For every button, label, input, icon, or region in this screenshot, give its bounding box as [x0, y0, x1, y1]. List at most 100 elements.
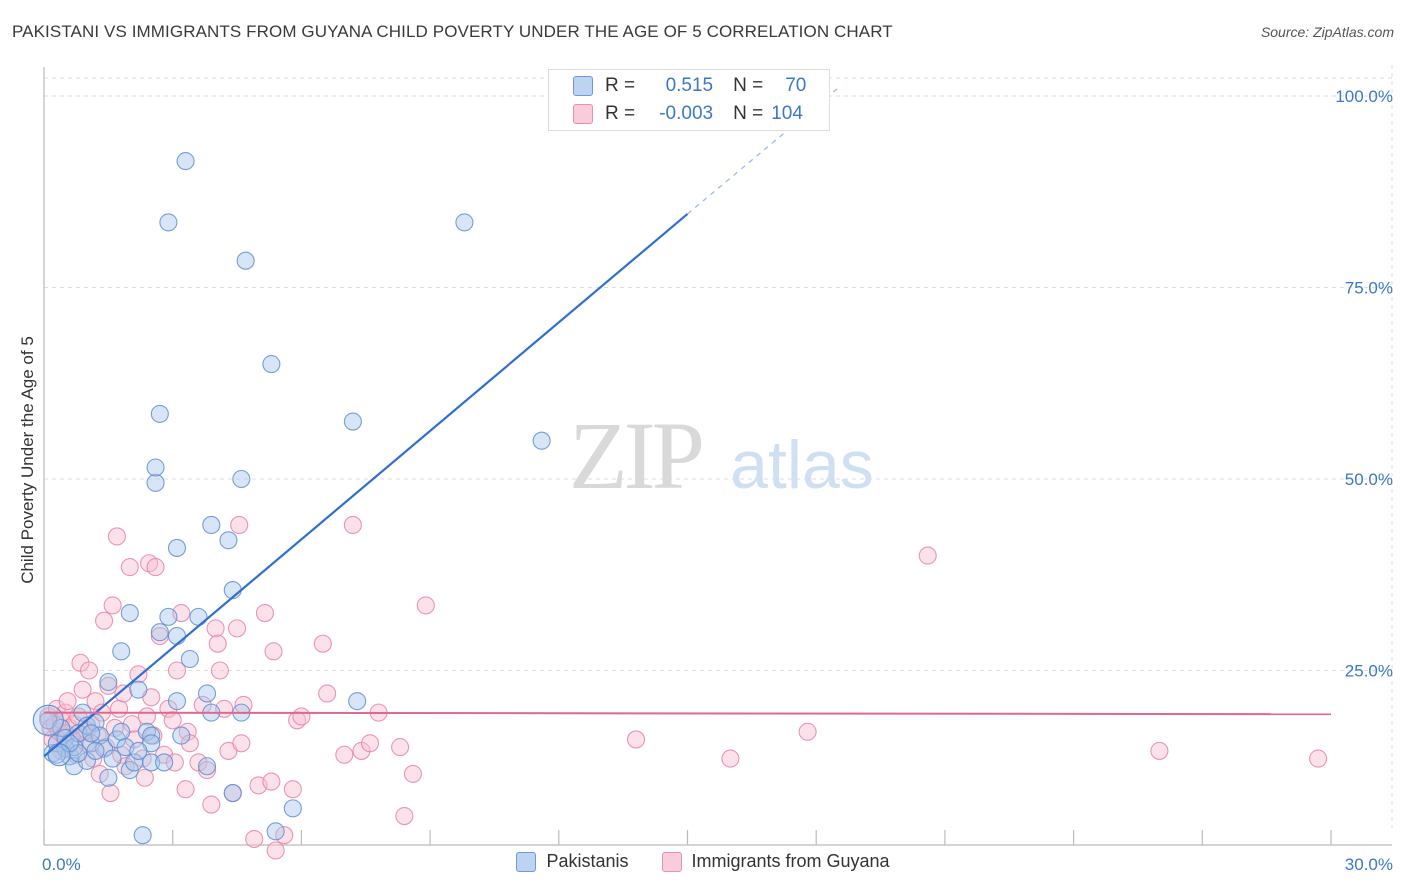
pakistani-points	[32, 152, 551, 845]
x-tick-label-max: 30.0%	[1345, 855, 1393, 874]
correlation-row-pakistanis: R = 0.515 N = 70	[573, 73, 806, 99]
pakistani-point	[202, 515, 221, 535]
guyana-point	[391, 738, 410, 757]
pakistani-point	[167, 692, 187, 711]
chart-title: PAKISTANI VS IMMIGRANTS FROM GUYANA CHIL…	[12, 22, 893, 41]
pakistani-point	[99, 672, 118, 692]
pakistani-point	[180, 649, 199, 669]
pakistani-trend-line	[43, 213, 689, 758]
legend-swatch-pakistanis	[516, 851, 537, 872]
pakistani-point	[343, 412, 362, 431]
legend-item-guyana: Immigrants from Guyana	[661, 851, 890, 872]
watermark-atlas: atlas	[730, 427, 874, 503]
guyana-point	[176, 780, 195, 799]
guyana-point	[918, 546, 937, 565]
legend-label-pakistanis: Pakistanis	[546, 851, 629, 871]
guyana-point	[73, 680, 92, 699]
y-axis-label: Child Poverty Under the Age of 5	[18, 336, 37, 584]
y-tick-label: 25.0%	[1345, 662, 1393, 681]
pakistani-point	[150, 404, 169, 423]
guyana-point	[313, 634, 332, 653]
guyana-trend-line	[43, 711, 1332, 716]
guyana-point	[275, 826, 294, 845]
guyana-point	[206, 619, 225, 638]
guyana-point	[360, 734, 380, 753]
n-label: N =	[733, 75, 764, 96]
guyana-point	[721, 749, 740, 768]
guyana-point	[135, 768, 154, 787]
y-tick-label: 100.0%	[1335, 87, 1393, 106]
pakistani-point	[133, 826, 152, 845]
guyana-point	[626, 730, 646, 749]
guyana-point	[798, 722, 817, 741]
legend-swatch-guyana	[661, 851, 682, 872]
r-value: 0.515	[665, 75, 714, 96]
axes	[43, 67, 1392, 846]
pakistani-point	[236, 251, 255, 270]
r-value: -0.003	[659, 103, 714, 124]
guyana-point	[262, 772, 281, 791]
guyana-point	[167, 661, 187, 680]
r-label: R =	[605, 75, 636, 96]
pakistani-point	[219, 531, 238, 550]
pakistani-point	[167, 626, 187, 646]
guyana-point	[416, 596, 435, 615]
guyana-point	[107, 527, 126, 546]
correlation-row-guyana: R = -0.003 N = 104	[573, 101, 803, 127]
guyana-point	[129, 665, 148, 684]
guyana-point	[292, 707, 311, 726]
guyana-point	[245, 829, 264, 849]
legend-label-guyana: Immigrants from Guyana	[691, 851, 890, 871]
legend-item-pakistanis: Pakistanis	[516, 851, 628, 872]
guyana-point	[58, 692, 77, 711]
guyana-points	[39, 515, 1328, 860]
guyana-point	[232, 734, 251, 753]
pakistani-point	[232, 469, 251, 489]
series-legend: Pakistanis Immigrants from Guyana	[0, 851, 1406, 877]
pakistani-point	[99, 768, 118, 787]
correlation-legend: R = 0.515 N = 70 R = -0.003 N = 104	[548, 69, 830, 131]
guyana-point	[114, 684, 133, 703]
y-axis-label-wrap: Child Poverty Under the Age of 5	[16, 250, 40, 670]
guyana-point	[335, 745, 354, 764]
guyana-point	[255, 603, 274, 623]
pakistani-point	[159, 213, 178, 232]
guyana-point	[163, 711, 182, 730]
guyana-point	[101, 784, 120, 803]
pakistani-point	[266, 822, 285, 841]
guyana-point	[228, 619, 247, 638]
watermark: ZIP atlas	[569, 402, 874, 509]
guyana-point	[95, 611, 114, 630]
pakistani-point	[150, 623, 169, 642]
pakistani-point	[112, 722, 131, 741]
pakistani-point	[112, 642, 131, 661]
x-tick-label-min: 0.0%	[42, 855, 81, 874]
guyana-point	[395, 806, 414, 826]
source-credit: Source: ZipAtlas.com	[1260, 24, 1394, 40]
pakistani-point	[197, 757, 217, 776]
pakistani-point	[129, 680, 148, 699]
guyana-point	[1309, 749, 1328, 768]
pakistani-point	[47, 743, 71, 767]
pakistani-point	[197, 684, 217, 703]
pakistani-point	[223, 784, 242, 803]
guyana-point	[264, 642, 283, 661]
correlation-swatch-guyana	[573, 104, 593, 124]
pakistani-point	[146, 473, 165, 492]
pakistani-point	[155, 753, 174, 772]
pakistani-point	[159, 607, 178, 626]
guyana-point	[210, 661, 229, 680]
pakistani-point	[348, 692, 367, 711]
guyana-point	[146, 558, 165, 577]
pakistani-point	[82, 724, 101, 743]
pakistani-point	[103, 749, 122, 768]
r-label: R =	[605, 103, 636, 124]
pakistani-point	[142, 753, 161, 772]
pakistani-point	[455, 213, 474, 232]
pakistani-point	[129, 741, 148, 760]
guyana-point	[165, 753, 184, 772]
pakistani-point	[532, 431, 551, 450]
guyana-point	[86, 692, 105, 711]
pakistani-point	[167, 538, 187, 557]
